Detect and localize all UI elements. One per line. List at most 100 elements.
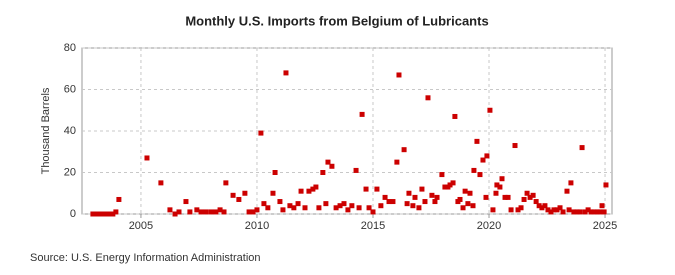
y-tick-label: 80 xyxy=(64,42,76,54)
data-point xyxy=(527,194,533,200)
data-point xyxy=(172,211,178,217)
data-point xyxy=(90,211,96,217)
source-note: Source: U.S. Energy Information Administ… xyxy=(30,252,261,264)
data-point xyxy=(230,192,236,198)
data-point xyxy=(560,209,566,215)
data-point xyxy=(106,211,112,217)
data-point xyxy=(102,211,108,217)
data-point xyxy=(422,199,428,205)
data-point xyxy=(564,188,570,194)
data-point xyxy=(577,209,583,215)
data-point xyxy=(265,205,271,211)
data-point xyxy=(447,182,453,188)
data-point xyxy=(439,172,445,178)
data-point xyxy=(329,163,335,169)
data-point xyxy=(588,209,594,215)
data-point xyxy=(432,199,438,205)
data-point xyxy=(396,72,402,78)
y-tick-label: 60 xyxy=(64,83,76,95)
data-point xyxy=(333,205,339,211)
data-point xyxy=(366,205,372,211)
data-point xyxy=(518,205,524,211)
data-point xyxy=(353,167,359,173)
data-point xyxy=(213,209,219,215)
data-point xyxy=(116,196,122,202)
data-point xyxy=(246,209,252,215)
data-point xyxy=(404,201,410,207)
data-point xyxy=(450,180,456,186)
data-point xyxy=(217,207,223,213)
data-point xyxy=(208,209,214,215)
data-point xyxy=(167,207,173,213)
y-tick-label: 40 xyxy=(64,125,76,137)
data-point xyxy=(325,159,331,165)
data-point xyxy=(158,180,164,186)
data-point xyxy=(467,190,473,196)
data-point xyxy=(320,170,326,175)
data-point xyxy=(270,190,276,196)
data-point xyxy=(470,203,476,209)
data-point xyxy=(254,207,260,213)
data-point xyxy=(599,203,605,209)
data-point xyxy=(144,155,150,161)
data-point xyxy=(198,209,204,215)
data-point xyxy=(484,153,490,159)
data-point xyxy=(474,138,480,144)
data-point xyxy=(568,180,574,186)
data-point xyxy=(536,203,542,209)
data-point xyxy=(512,143,518,149)
data-point xyxy=(462,188,468,194)
data-point xyxy=(601,209,607,215)
data-point xyxy=(452,113,458,119)
data-point xyxy=(349,203,355,209)
data-point xyxy=(521,196,527,202)
data-point xyxy=(434,194,440,200)
data-point xyxy=(194,207,200,213)
data-point xyxy=(187,209,193,215)
data-point xyxy=(113,209,119,215)
data-point xyxy=(341,201,347,207)
data-point xyxy=(566,207,572,213)
data-point xyxy=(465,201,471,207)
data-point xyxy=(298,188,304,194)
data-point xyxy=(505,194,511,200)
data-point xyxy=(493,190,499,196)
data-point xyxy=(419,186,425,192)
data-point xyxy=(401,147,407,153)
data-point xyxy=(490,207,496,213)
data-point xyxy=(542,203,548,209)
data-point xyxy=(94,211,100,217)
data-point xyxy=(579,145,585,151)
data-point xyxy=(287,203,293,209)
data-point xyxy=(406,190,412,196)
data-point xyxy=(539,205,545,211)
data-point xyxy=(548,209,554,215)
data-point xyxy=(223,180,229,186)
data-point xyxy=(250,209,256,215)
y-axis-label: Thousand Barrels xyxy=(40,87,52,174)
data-point xyxy=(394,159,400,165)
data-point xyxy=(356,205,362,211)
data-point xyxy=(457,196,463,202)
data-point xyxy=(416,205,422,211)
data-point xyxy=(530,192,536,198)
data-point xyxy=(370,209,376,215)
data-point xyxy=(302,205,308,211)
data-point xyxy=(277,199,283,205)
x-tick-label: 2015 xyxy=(361,220,385,232)
x-tick-label: 2020 xyxy=(477,220,501,232)
data-point xyxy=(203,209,209,215)
data-point xyxy=(597,209,603,215)
data-point xyxy=(471,167,477,173)
data-point xyxy=(499,176,505,182)
data-point xyxy=(272,170,278,175)
x-tick-label: 2005 xyxy=(129,220,153,232)
data-point xyxy=(261,201,267,207)
data-point xyxy=(374,186,380,192)
y-tick-label: 0 xyxy=(70,208,76,220)
data-point xyxy=(323,201,329,207)
data-point xyxy=(221,209,227,215)
data-point xyxy=(585,207,591,213)
x-tick-label: 2025 xyxy=(593,220,617,232)
x-tick-label: 2010 xyxy=(245,220,269,232)
